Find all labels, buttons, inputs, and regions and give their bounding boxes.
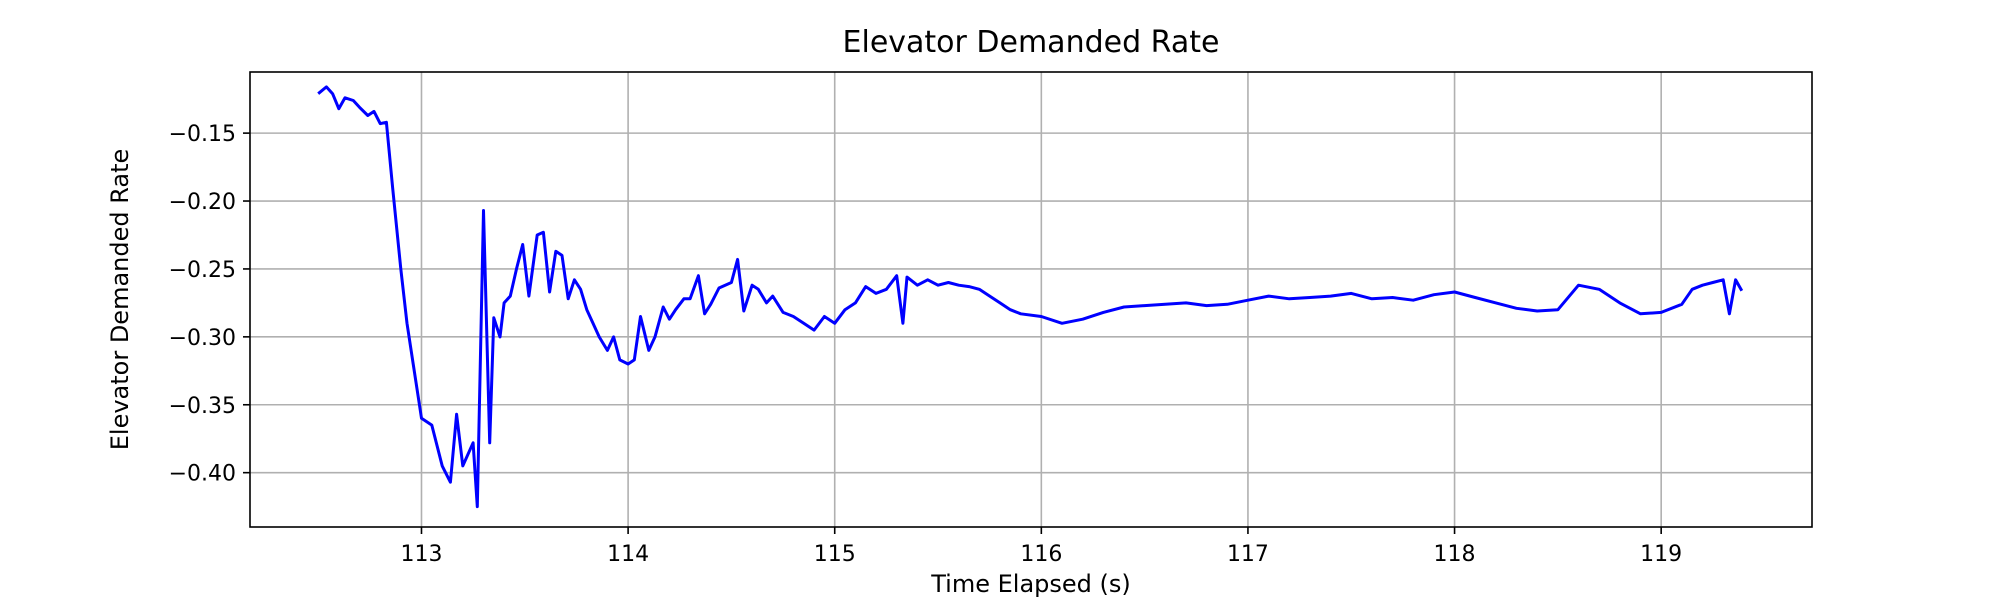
x-tick-label: 113 [400, 542, 442, 567]
x-tick-label: 119 [1640, 542, 1682, 567]
series-line [317, 85, 1744, 509]
x-tick-label: 115 [814, 542, 856, 567]
y-axis-ticks: −0.40 −0.35 −0.30 −0.25 −0.20 −0.15 [169, 122, 250, 487]
y-tick-label: −0.35 [169, 394, 236, 419]
x-tick-label: 114 [607, 542, 649, 567]
x-tick-label: 118 [1434, 542, 1476, 567]
x-tick-label: 116 [1020, 542, 1062, 567]
y-tick-label: −0.15 [169, 122, 236, 147]
y-axis-label: Elevator Demanded Rate [106, 149, 134, 451]
y-tick-label: −0.20 [169, 190, 236, 215]
axes-frame [249, 71, 1813, 528]
y-tick-label: −0.30 [169, 326, 236, 351]
plot-area [317, 85, 1744, 509]
x-axis-ticks: 113 114 115 116 117 118 119 [400, 527, 1682, 567]
x-axis-label: Time Elapsed (s) [930, 570, 1131, 598]
y-tick-label: −0.40 [169, 462, 236, 487]
grid [250, 72, 1812, 527]
x-tick-label: 117 [1227, 542, 1269, 567]
chart-title: Elevator Demanded Rate [843, 25, 1220, 60]
y-tick-label: −0.25 [169, 258, 236, 283]
